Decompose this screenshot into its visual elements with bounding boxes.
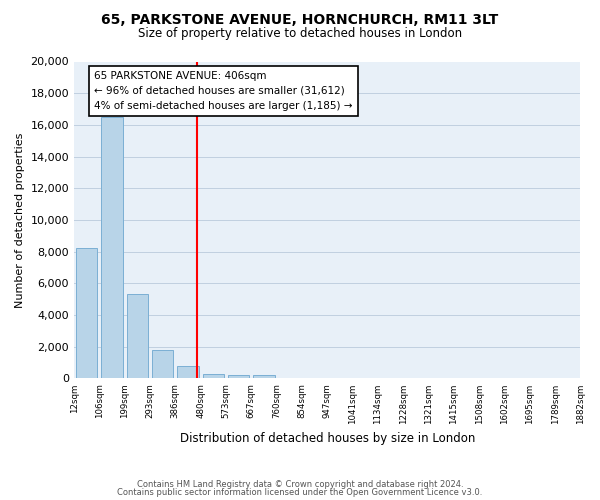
Bar	[101, 117, 123, 378]
Text: 65 PARKSTONE AVENUE: 406sqm
← 96% of detached houses are smaller (31,612)
4% of : 65 PARKSTONE AVENUE: 406sqm ← 96% of det…	[94, 71, 353, 110]
Text: Contains public sector information licensed under the Open Government Licence v3: Contains public sector information licen…	[118, 488, 482, 497]
Bar	[76, 248, 97, 378]
Bar	[203, 374, 224, 378]
Text: Size of property relative to detached houses in London: Size of property relative to detached ho…	[138, 28, 462, 40]
Bar	[127, 294, 148, 378]
Bar	[177, 366, 199, 378]
X-axis label: Distribution of detached houses by size in London: Distribution of detached houses by size …	[179, 432, 475, 445]
Text: Contains HM Land Registry data © Crown copyright and database right 2024.: Contains HM Land Registry data © Crown c…	[137, 480, 463, 489]
Bar	[152, 350, 173, 378]
Y-axis label: Number of detached properties: Number of detached properties	[15, 132, 25, 308]
Bar	[228, 376, 250, 378]
Bar	[253, 376, 275, 378]
Text: 65, PARKSTONE AVENUE, HORNCHURCH, RM11 3LT: 65, PARKSTONE AVENUE, HORNCHURCH, RM11 3…	[101, 12, 499, 26]
